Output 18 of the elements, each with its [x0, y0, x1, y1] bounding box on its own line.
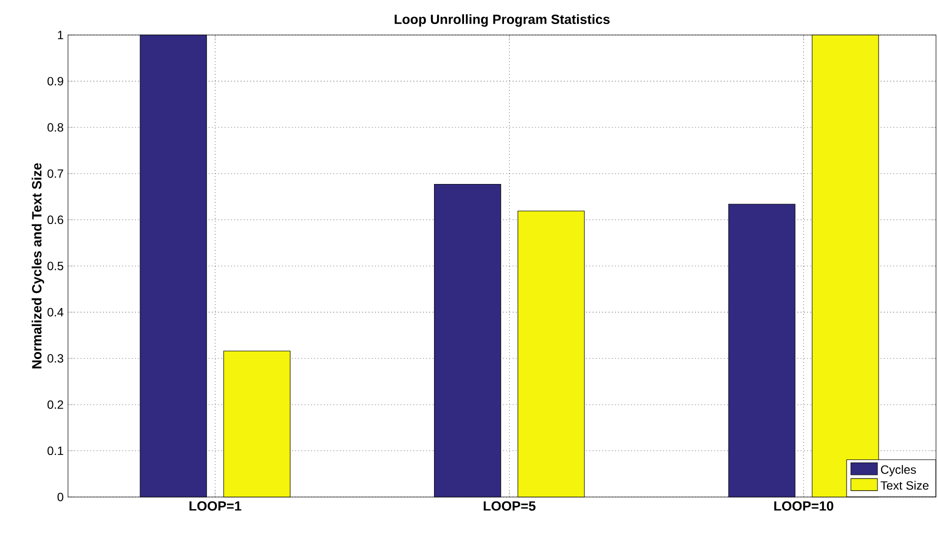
y-tick-label: 1: [58, 30, 64, 40]
x-tick-label: LOOP=10: [774, 501, 834, 511]
y-tick-label: 0: [58, 492, 64, 502]
chart-title: Loop Unrolling Program Statistics: [394, 14, 610, 27]
y-tick-label: 0.6: [48, 216, 64, 224]
x-tick-label: LOOP=5: [484, 501, 536, 511]
y-tick-label: 0.3: [48, 354, 64, 363]
legend-label: Text Size: [880, 480, 929, 490]
y-tick-label: 0.9: [48, 76, 64, 86]
y-tick-label: 0.7: [48, 169, 64, 178]
x-tick-label: LOOP=1: [190, 501, 242, 511]
y-axis-title: Normalized Cycles and Text Size: [32, 163, 44, 368]
y-tick-label: 0.5: [48, 262, 64, 270]
legend-label: Cycles: [880, 465, 916, 476]
y-tick-label: 0.2: [48, 400, 64, 409]
y-tick-label: 0.1: [48, 446, 64, 456]
y-tick-label: 0.4: [48, 308, 64, 316]
y-tick-label: 0.8: [48, 123, 64, 132]
